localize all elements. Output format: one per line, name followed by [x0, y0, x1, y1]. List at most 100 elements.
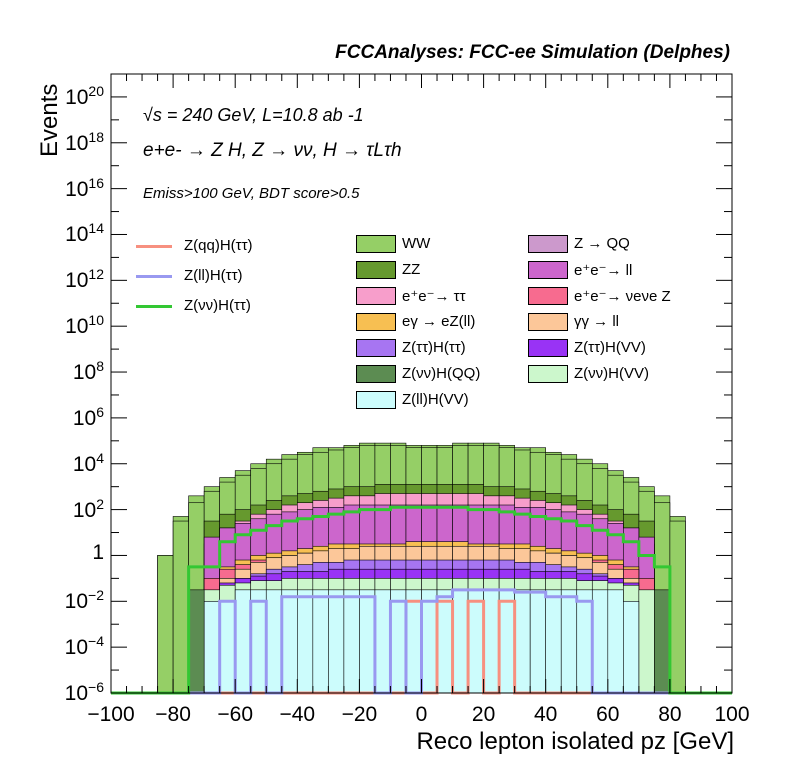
x-tick-label: 100: [714, 703, 750, 726]
y-tick-label: 108: [72, 358, 104, 385]
stack-bar: [157, 555, 174, 694]
y-tick-label: 1014: [65, 220, 104, 247]
signal-line: [111, 505, 732, 695]
stack-bar: [405, 589, 422, 694]
stack-bar: [467, 589, 484, 694]
y-tick-label: 1: [92, 541, 104, 565]
legend-swatch: [528, 261, 568, 279]
y-tick-label: 1012: [65, 266, 104, 293]
stack-bar: [234, 589, 252, 694]
legend-swatch: [356, 339, 396, 357]
stack-bar: [265, 589, 283, 694]
stack-bar: [623, 600, 640, 694]
stack-bar: [281, 589, 298, 694]
legend-swatch: [528, 339, 568, 357]
stack-bar: [607, 589, 624, 694]
legend-label: Z(νν)H(QQ): [402, 365, 481, 382]
process-annotation: e+e- → Z H, Z → νν, H → τLτh: [143, 140, 402, 161]
legend-swatch: [528, 313, 568, 331]
stack-bar: [374, 589, 391, 694]
stack-bar: [483, 589, 500, 694]
legend-label: Z(ll)H(VV): [402, 391, 469, 408]
y-tick-label: 10−4: [64, 633, 104, 660]
x-axis-label: Reco lepton isolated pz [GeV]: [404, 728, 734, 756]
y-tick-label: 106: [72, 403, 104, 430]
x-tick-label: −20: [341, 703, 378, 726]
legend-label: Z(νν)H(VV): [574, 365, 649, 382]
legend-label: Z(ll)H(ττ): [184, 267, 243, 284]
legend-swatch: [356, 261, 396, 279]
stack-bar: [560, 589, 578, 694]
stack-bar: [654, 589, 671, 694]
y-tick-label: 102: [72, 495, 104, 522]
y-tick-label: 104: [72, 449, 104, 476]
x-axis-label-text: Reco lepton isolated pz [GeV]: [416, 728, 734, 755]
stack-bar: [219, 600, 236, 694]
chart-title: FCCAnalyses: FCC-ee Simulation (Delphes): [335, 42, 730, 63]
x-tick-label: 20: [471, 703, 496, 726]
stack-bar: [390, 589, 407, 694]
stack-bar: [312, 589, 329, 694]
stack-bar: [359, 589, 376, 694]
stack-bar: [498, 589, 515, 694]
legend-label: ZZ: [402, 261, 421, 278]
stack-bar: [343, 589, 360, 694]
x-tick-label: −40: [279, 703, 316, 726]
stack-bar: [328, 589, 345, 694]
stack-bar: [172, 520, 189, 694]
x-tick-label: −80: [155, 703, 191, 726]
x-tick-label: 60: [596, 703, 620, 726]
y-tick-label: 1010: [65, 312, 104, 339]
legend-label: e⁺e⁻→ ll: [574, 262, 633, 279]
stack-bar: [203, 600, 220, 694]
stack-bar: [436, 589, 453, 694]
legend-swatch: [356, 391, 396, 409]
legend-label: Z(ττ)H(VV): [574, 339, 646, 356]
legend-label: e⁺e⁻→ ττ: [402, 288, 466, 305]
x-tick-label: 40: [534, 703, 558, 726]
legend-swatch: [356, 365, 396, 383]
stack-bar: [638, 589, 655, 694]
legend-label: e⁺e⁻→ νeνe Z: [574, 288, 671, 305]
stack-bar: [296, 589, 314, 694]
y-tick-label: 1018: [65, 128, 104, 155]
stack-bar: [452, 589, 469, 694]
stack-bar: [669, 520, 686, 694]
stack-bar: [421, 589, 438, 694]
legend-swatch: [356, 313, 396, 331]
y-tick-label: 10−2: [64, 587, 104, 614]
y-tick-label: 1016: [65, 174, 104, 201]
legend-label: Z(ττ)H(ττ): [402, 339, 466, 356]
y-tick-label: 1020: [65, 82, 104, 109]
x-tick-label: 0: [415, 703, 428, 726]
stack-bar: [188, 589, 205, 694]
legend-label: γγ → ll: [574, 313, 619, 330]
stack-bar: [545, 589, 562, 694]
x-tick-label: −60: [217, 703, 253, 726]
x-tick-label: −100: [87, 703, 135, 726]
x-tick-label: 80: [658, 703, 682, 726]
legend-swatch: [356, 287, 396, 305]
legend-label: WW: [402, 235, 431, 252]
legend-label: eγ → eZ(ll): [402, 313, 476, 330]
energy-annotation: √s = 240 GeV, L=10.8 ab -1: [143, 105, 364, 125]
legend-swatch: [136, 305, 172, 308]
axis-ticks-layer: [110, 73, 733, 694]
legend-label: Z(νν)H(ττ): [184, 297, 251, 314]
legend-swatch: [528, 235, 568, 253]
legend-swatch: [356, 235, 396, 253]
cut-annotation: Emiss>100 GeV, BDT score>0.5: [143, 185, 360, 202]
legend-swatch: [528, 365, 568, 383]
legend-label: Z → QQ: [574, 235, 630, 252]
legend-swatch: [136, 275, 172, 278]
legend-label: Z(qq)H(ττ): [184, 237, 253, 254]
legend-swatch: [136, 245, 172, 248]
stack-bar: [250, 589, 267, 694]
stack-bar: [529, 589, 546, 694]
legend-swatch: [528, 287, 568, 305]
stack-bar: [591, 589, 609, 694]
stack-bar: [576, 589, 593, 694]
stack-bar: [514, 589, 531, 694]
y-tick-label: 10−6: [64, 679, 104, 705]
